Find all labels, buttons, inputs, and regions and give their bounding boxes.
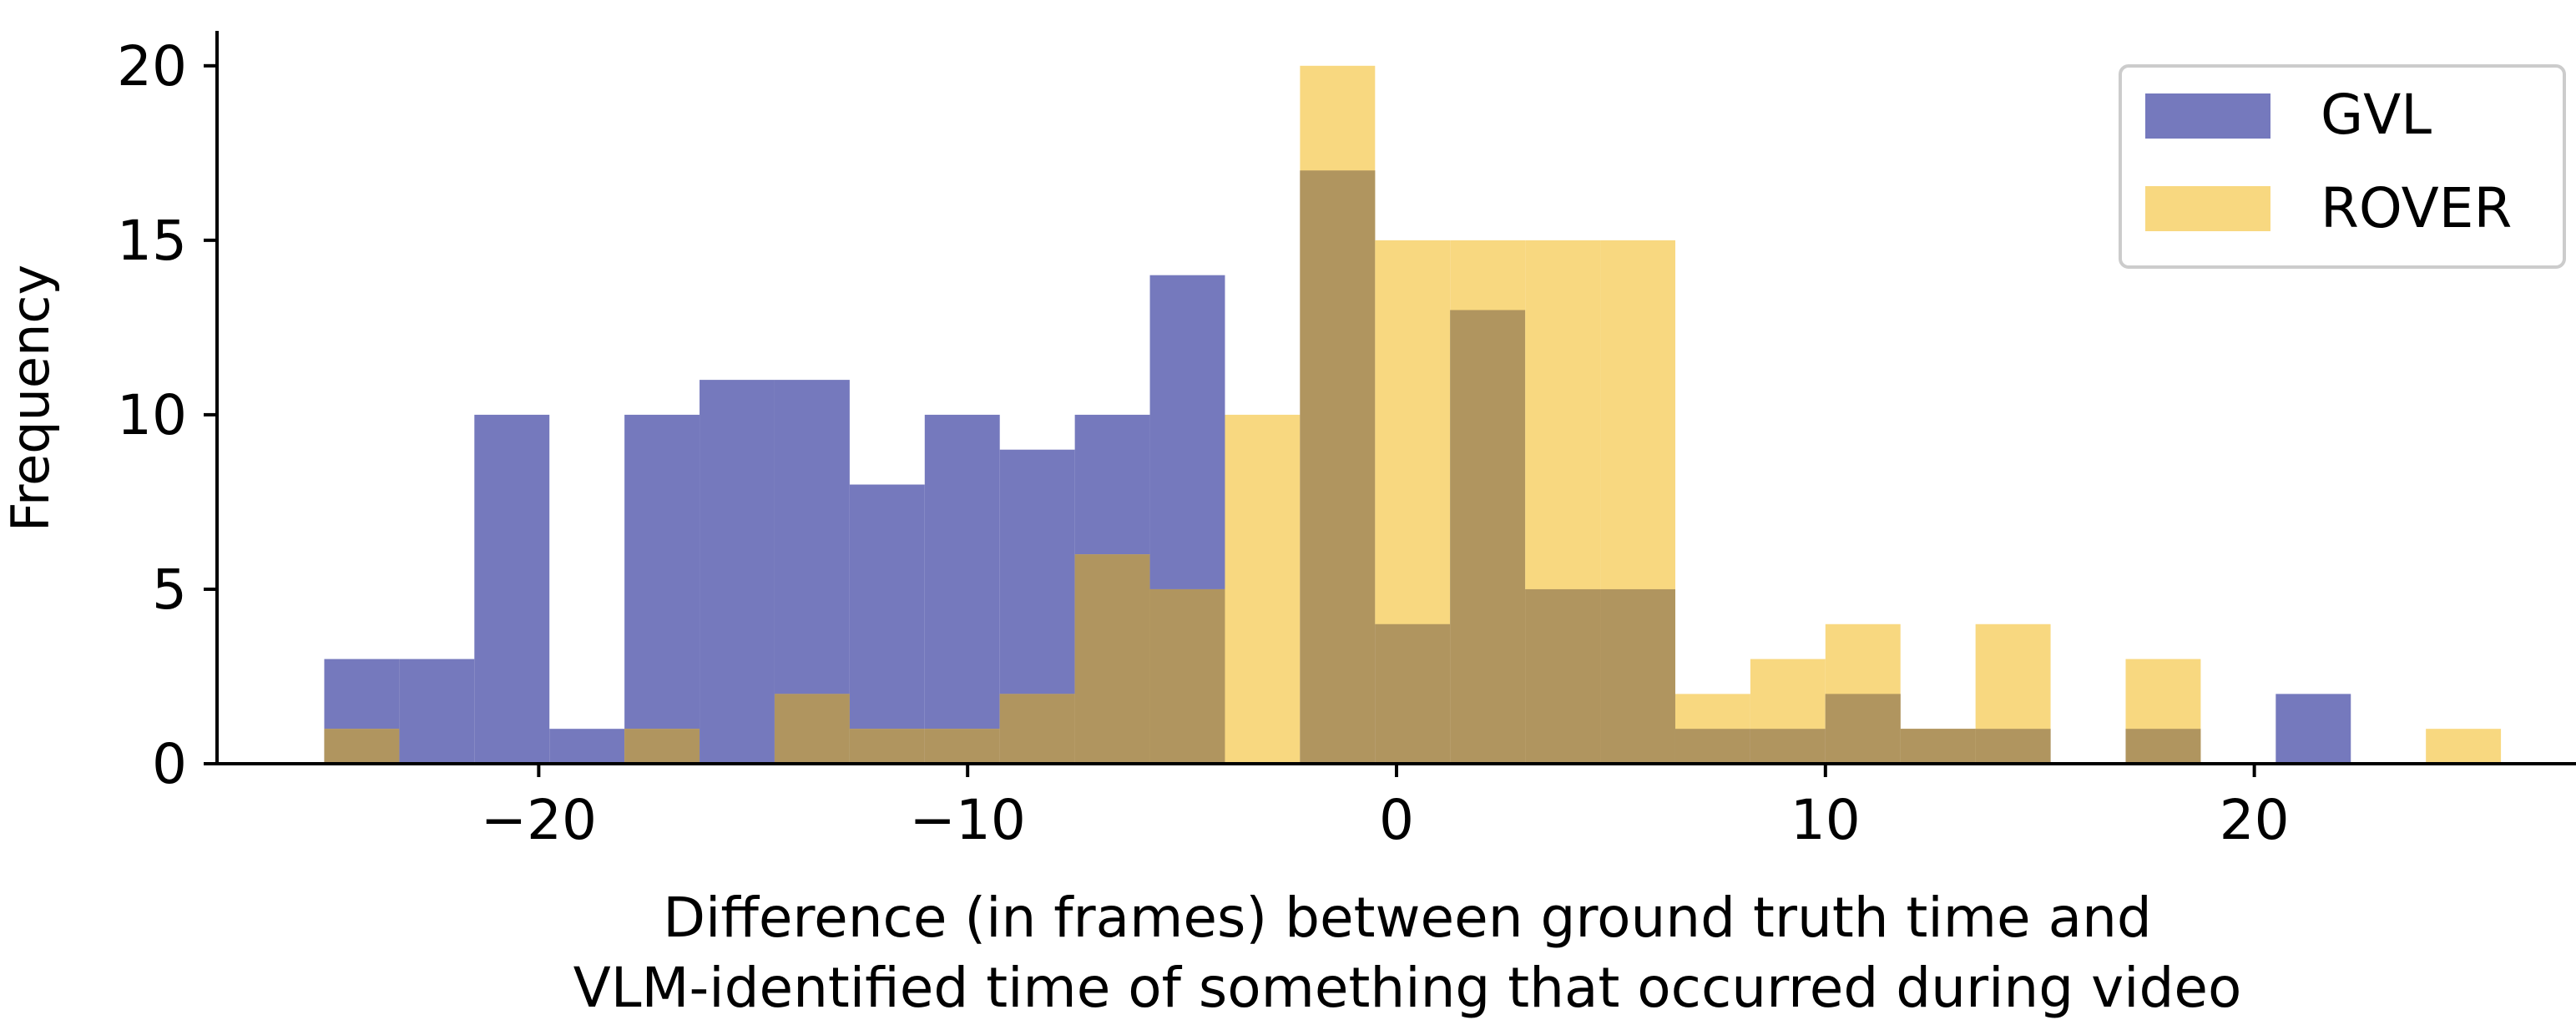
legend-label-rover: ROVER <box>2321 176 2512 240</box>
bar-gvl <box>399 659 475 764</box>
bar-gvl <box>924 414 1000 764</box>
y-axis-label: Frequency <box>0 265 61 532</box>
y-tick-label: 10 <box>117 383 187 447</box>
bar-gvl <box>700 380 775 764</box>
bar-overlap <box>1300 170 1376 764</box>
x-tick-label: 10 <box>1791 788 1861 852</box>
y-tick-label: 20 <box>117 34 187 98</box>
bar-overlap <box>1525 588 1601 764</box>
bar-overlap <box>1674 729 1750 764</box>
legend: GVL ROVER <box>2119 64 2566 269</box>
bar-overlap <box>1074 554 1150 764</box>
bar-overlap <box>999 694 1075 764</box>
bar-gvl <box>549 729 625 764</box>
bar-rover <box>1225 414 1301 764</box>
x-tick-label: 0 <box>1379 788 1414 852</box>
bar-overlap <box>1750 729 1826 764</box>
bar-overlap <box>1825 694 1901 764</box>
y-ticks: 0 5 10 15 20 <box>117 34 217 796</box>
legend-swatch-gvl <box>2145 93 2270 139</box>
bar-overlap <box>774 694 850 764</box>
bar-gvl <box>849 484 925 764</box>
bar-rover <box>2426 729 2502 764</box>
x-tick-label: 20 <box>2220 788 2290 852</box>
bar-overlap <box>1375 624 1451 764</box>
bar-gvl <box>2275 694 2351 764</box>
bar-overlap <box>849 729 925 764</box>
x-tick-label: −10 <box>910 788 1026 852</box>
x-axis-label-line-2: VLM-identified time of something that oc… <box>573 956 2242 1020</box>
y-tick-label: 0 <box>152 732 187 796</box>
bar-overlap <box>1975 729 2051 764</box>
x-axis-label-line-1: Difference (in frames) between ground tr… <box>663 886 2152 950</box>
bar-overlap <box>324 729 400 764</box>
x-tick-label: −20 <box>481 788 597 852</box>
y-tick-label: 5 <box>152 558 187 622</box>
y-tick-label: 15 <box>117 209 187 273</box>
x-ticks: −20 −10 0 10 20 <box>481 764 2290 852</box>
bar-overlap <box>1450 310 1526 764</box>
bar-overlap <box>924 729 1000 764</box>
bar-overlap <box>624 729 700 764</box>
bar-gvl <box>624 414 700 764</box>
legend-swatch-rover <box>2145 186 2270 231</box>
bar-overlap <box>1149 588 1225 764</box>
bar-gvl <box>474 414 550 764</box>
bar-overlap <box>2125 729 2201 764</box>
bar-overlap <box>1900 729 1976 764</box>
bars-layer <box>324 65 2502 765</box>
bar-overlap <box>1600 588 1675 764</box>
legend-label-gvl: GVL <box>2321 83 2432 147</box>
